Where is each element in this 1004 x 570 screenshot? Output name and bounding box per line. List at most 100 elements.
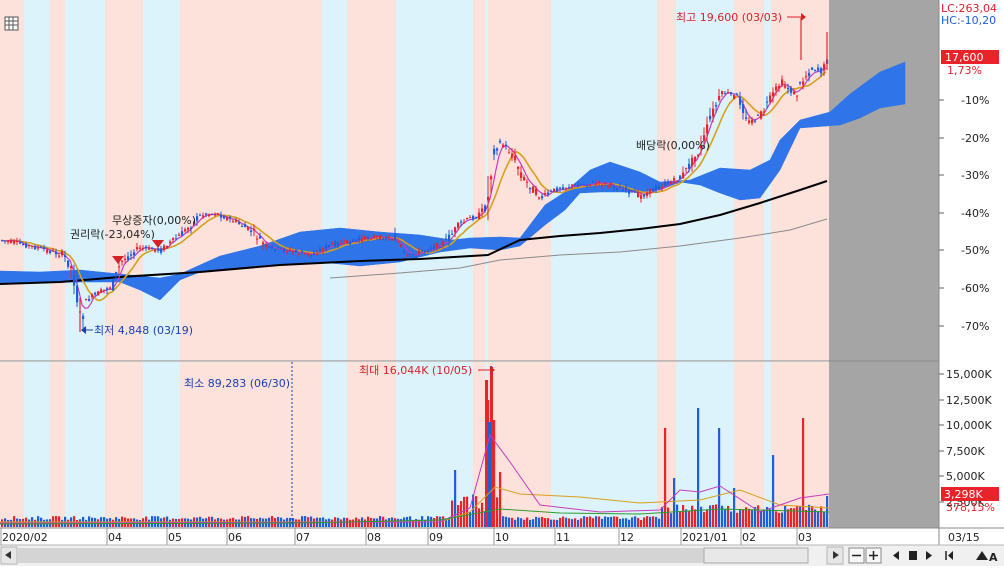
candle-body (490, 176, 493, 180)
candle-body (145, 246, 148, 249)
volume-bar (580, 518, 583, 527)
candle-body (520, 172, 523, 178)
table-icon[interactable] (4, 16, 19, 31)
candle-body (619, 186, 622, 188)
volume-bar (577, 519, 580, 527)
candle-body (52, 250, 55, 252)
volume-bar (520, 518, 523, 527)
candle-body (655, 186, 658, 191)
zoom-in-button[interactable] (865, 547, 882, 564)
candle-body (10, 239, 13, 243)
price-band (396, 0, 473, 361)
volume-tick-label: 15,000K (946, 368, 992, 381)
volume-band (771, 362, 829, 528)
candle-body (469, 217, 472, 219)
scroll-track[interactable] (18, 548, 704, 563)
volume-bar (373, 518, 376, 527)
candle-body (781, 79, 784, 85)
volume-bar (625, 518, 628, 527)
stop-button[interactable] (909, 551, 917, 560)
candle-body (511, 153, 514, 158)
candle-body (436, 242, 439, 249)
price-band (347, 0, 396, 361)
candle-body (709, 115, 712, 120)
volume-bar (724, 509, 727, 527)
price-band (65, 0, 105, 361)
volume-band (657, 362, 676, 528)
settings-button[interactable] (976, 551, 988, 560)
candle-body (67, 260, 70, 267)
moving-average-120 (0, 180, 828, 285)
volume-bar (715, 504, 718, 527)
volume-bar (340, 519, 343, 527)
volume-bar (655, 516, 658, 527)
volume-bar (460, 501, 463, 527)
candle-body (262, 242, 265, 245)
candle-body (790, 87, 793, 93)
volume-band (396, 362, 473, 528)
zoom-out-button[interactable] (848, 547, 865, 564)
volume-band (488, 362, 551, 528)
volume-tick-label: 5,000K (946, 470, 985, 483)
candle-body (115, 272, 118, 274)
scrollbar[interactable]: A (0, 544, 1004, 566)
candle-body (571, 184, 574, 186)
candle-body (85, 299, 88, 301)
volume-bar (676, 504, 679, 527)
volume-band (50, 362, 65, 528)
volume-bar (514, 519, 517, 527)
candle-body (16, 241, 19, 243)
volume-bar (463, 496, 466, 527)
scroll-thumb[interactable] (703, 547, 809, 564)
hc-value: HC:-10,20 (941, 14, 996, 27)
volume-tick-label: 10,000K (946, 419, 992, 432)
candle-body (214, 214, 217, 216)
scroll-right-button[interactable] (826, 546, 844, 565)
candle-body (313, 253, 316, 255)
volume-average-line-2 (0, 433, 830, 524)
play-forward-button[interactable] (926, 551, 932, 560)
candle-body (682, 172, 685, 178)
candle-body (175, 238, 178, 240)
candle-body (586, 184, 589, 187)
price-band (322, 0, 347, 361)
candle-body (220, 214, 223, 218)
scroll-left-button[interactable] (0, 546, 18, 565)
candle-body (646, 192, 649, 196)
candle-body (259, 236, 262, 239)
rights-annotation: 권리락(-23,04%) (70, 228, 155, 241)
candle-body (25, 243, 28, 248)
volume-bar (547, 518, 550, 527)
play-back-button[interactable] (893, 551, 899, 560)
volume-bar (619, 518, 622, 527)
candle-body (643, 194, 646, 197)
candle-body (142, 248, 145, 250)
volume-bar (523, 519, 526, 527)
volume-axis: 15,000K12,500K10,000K7,500K5,000K2,500K … (939, 368, 999, 514)
volume-bar (508, 517, 511, 527)
candle-body (658, 186, 661, 190)
range-button[interactable] (945, 551, 953, 560)
volume-bar (814, 509, 817, 527)
candle-body (478, 212, 481, 220)
volume-max-arrow-head (490, 366, 495, 374)
volume-bar (550, 519, 553, 527)
candle-body (769, 95, 772, 102)
candle-body (46, 249, 49, 253)
mode-button[interactable]: A (989, 551, 998, 564)
volume-bar (598, 516, 601, 527)
volume-bar (526, 517, 529, 527)
price-tick-label: -20% (961, 132, 989, 145)
volume-bar (448, 518, 451, 527)
high-arrow-head (801, 13, 806, 21)
x-axis-label: 08 (367, 531, 381, 544)
x-axis-label: 10 (495, 531, 509, 544)
volume-bar (415, 518, 418, 527)
candle-body (742, 103, 745, 113)
volume-bar (817, 510, 820, 527)
candle-body (76, 285, 79, 303)
volume-band (764, 362, 771, 528)
bonus-annotation: 무상증자(0,00%) (112, 214, 196, 227)
